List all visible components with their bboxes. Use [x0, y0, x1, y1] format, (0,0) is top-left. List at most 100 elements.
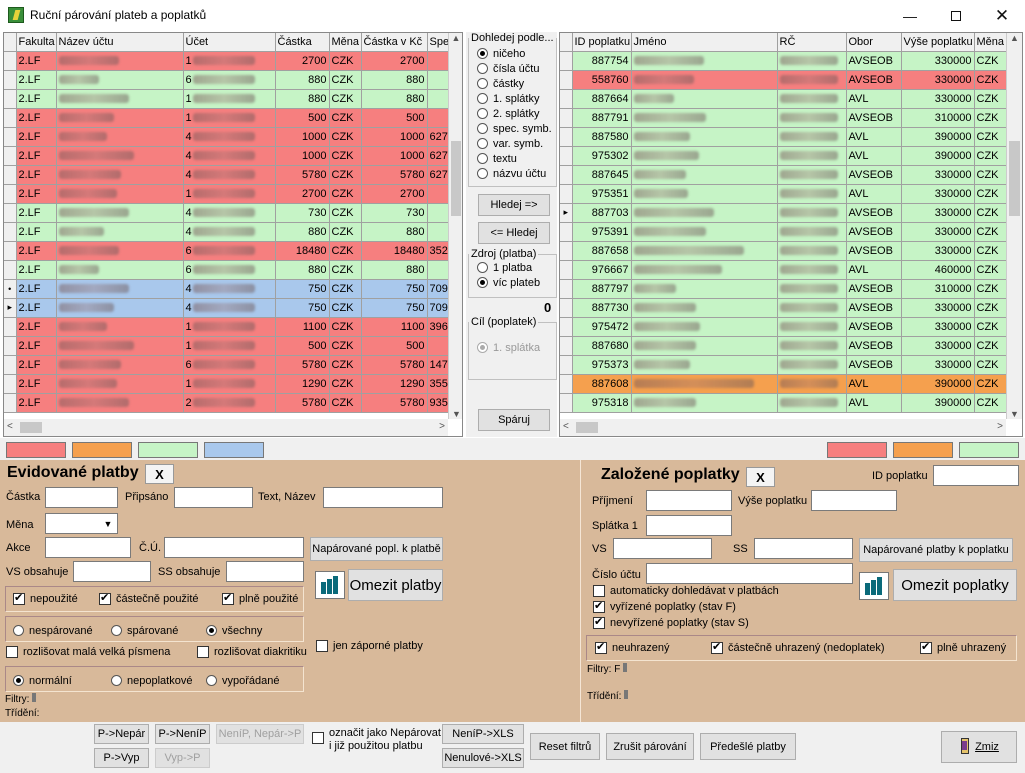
fees-vscrollbar[interactable]: ▲ ▼	[1006, 33, 1022, 419]
search-back-button[interactable]: <= Hledej	[478, 222, 550, 244]
table-row[interactable]: 976667 AVL 460000 CZK	[560, 260, 1007, 280]
col-header[interactable]: Jméno	[631, 33, 778, 52]
search-option-radio[interactable]: čísla účtu	[477, 61, 556, 76]
plne-uhrazeny-checkbox[interactable]: plně uhrazený	[920, 640, 1006, 654]
nenip-nepar-p-button[interactable]: NeníP, Nepár->P	[216, 724, 304, 744]
col-header[interactable]: Částka v Kč	[361, 33, 428, 52]
table-row[interactable]: 887608 AVL 390000 CZK	[560, 374, 1007, 394]
exit-button[interactable]: Zmiz	[941, 731, 1017, 763]
table-row[interactable]: 887791 AVSEOB 310000 CZK	[560, 108, 1007, 128]
vyse-poplatku-input[interactable]	[811, 490, 897, 511]
p-vyp-button[interactable]: P->Vyp	[94, 748, 149, 768]
table-row[interactable]: 558760 AVSEOB 330000 CZK	[560, 70, 1007, 90]
table-row[interactable]: 975302 AVL 390000 CZK	[560, 146, 1007, 166]
table-row[interactable]: 975472 AVSEOB 330000 CZK	[560, 317, 1007, 337]
maximize-button[interactable]	[933, 0, 979, 31]
table-row[interactable]: 2.LF 1 2700 CZK 2700	[4, 184, 452, 204]
diacritics-checkbox[interactable]: rozlišovat diakritiku	[197, 646, 307, 658]
nenip-xls-button[interactable]: NeníP->XLS	[442, 724, 524, 744]
jen-zaporne-checkbox[interactable]: jen záporné platby	[316, 640, 423, 652]
table-row[interactable]: 2.LF 6 880 CZK 880	[4, 260, 452, 280]
table-row[interactable]: 2.LF 1 2700 CZK 2700	[4, 51, 452, 71]
table-row[interactable]: 887680 AVSEOB 330000 CZK	[560, 336, 1007, 356]
limit-fees-button[interactable]: Omezit poplatky	[893, 569, 1017, 601]
col-header[interactable]: Název účtu	[56, 33, 184, 52]
search-option-radio[interactable]: 2. splátky	[477, 106, 556, 121]
previous-payments-button[interactable]: Předešlé platby	[700, 733, 796, 760]
table-row[interactable]: 2.LF 6 18480 CZK 18480 352	[4, 241, 452, 261]
payments-hscrollbar[interactable]: < >	[4, 419, 448, 436]
radio-nepoplatkove[interactable]: nepoplatkové	[111, 673, 192, 688]
table-row[interactable]: 2.LF 4 1000 CZK 1000 627	[4, 146, 452, 166]
table-row[interactable]: 2.LF 1 500 CZK 500	[4, 336, 452, 356]
text-nazev-input[interactable]	[323, 487, 443, 508]
table-row[interactable]: 2.LF 1 500 CZK 500	[4, 108, 452, 128]
search-option-radio[interactable]: textu	[477, 151, 556, 166]
col-header[interactable]: Měna	[974, 33, 1007, 52]
col-header[interactable]: Výše poplatku	[901, 33, 975, 52]
table-row[interactable]: 2.LF 1 1100 CZK 1100 396	[4, 317, 452, 337]
col-header[interactable]: Měna	[329, 33, 362, 52]
cislo-uctu-input[interactable]	[164, 537, 304, 558]
search-option-radio[interactable]: var. symb.	[477, 136, 556, 151]
table-row[interactable]: 887730 AVSEOB 330000 CZK	[560, 298, 1007, 318]
clear-fees-button[interactable]: X	[746, 467, 775, 487]
filter-icon[interactable]	[859, 572, 889, 600]
vs-input[interactable]	[613, 538, 712, 559]
vyrizene-checkbox[interactable]: vyřízené poplatky (stav F)	[593, 599, 736, 613]
table-row[interactable]: 887645 AVSEOB 330000 CZK	[560, 165, 1007, 185]
table-row[interactable]: 2.LF 4 1000 CZK 1000 627	[4, 127, 452, 147]
vs-input[interactable]	[73, 561, 151, 582]
scroll-thumb[interactable]	[1009, 141, 1020, 216]
table-row[interactable]: 887664 AVL 330000 CZK	[560, 89, 1007, 109]
paired-fees-button[interactable]: Napárované popl. k platbě	[310, 537, 443, 561]
search-option-radio[interactable]: ničeho	[477, 46, 556, 61]
pair-button[interactable]: Spáruj	[478, 409, 550, 431]
mark-nepar-checkbox[interactable]: označit jako Nepárovat i již použitou pla…	[312, 727, 441, 753]
col-header[interactable]: Fakulta	[16, 33, 57, 52]
search-option-radio[interactable]: částky	[477, 76, 556, 91]
radio-1-splatka[interactable]: 1. splátka	[477, 340, 556, 355]
cislo-uctu-input[interactable]	[646, 563, 853, 584]
table-row[interactable]: 2.LF 4 730 CZK 730	[4, 203, 452, 223]
case-sensitive-checkbox[interactable]: rozlišovat malá velká písmena	[6, 646, 170, 658]
table-row[interactable]: 975391 AVSEOB 330000 CZK	[560, 222, 1007, 242]
payments-vscrollbar[interactable]: ▲ ▼	[448, 33, 462, 419]
table-row[interactable]: ▸ 887703 AVSEOB 330000 CZK	[560, 203, 1007, 223]
neuhrazeny-checkbox[interactable]: neuhrazený	[595, 640, 670, 654]
prijmeni-input[interactable]	[646, 490, 732, 511]
fees-hscrollbar[interactable]: < >	[560, 419, 1006, 436]
table-row[interactable]: 887754 AVSEOB 330000 CZK	[560, 51, 1007, 71]
radio-nesparovane[interactable]: nespárované	[13, 623, 93, 638]
table-row[interactable]: 887797 AVSEOB 310000 CZK	[560, 279, 1007, 299]
radio-vyporadane[interactable]: vypořádané	[206, 673, 280, 688]
radio-vic-plateb[interactable]: víc plateb	[477, 275, 556, 290]
search-option-radio[interactable]: spec. symb.	[477, 121, 556, 136]
castka-input[interactable]	[45, 487, 118, 508]
table-row[interactable]: 975318 AVL 390000 CZK	[560, 393, 1007, 413]
table-row[interactable]: 2.LF 4 880 CZK 880	[4, 222, 452, 242]
col-header[interactable]: RČ	[777, 33, 847, 52]
ss-input[interactable]	[226, 561, 304, 582]
id-poplatku-input[interactable]	[933, 465, 1019, 486]
search-option-radio[interactable]: názvu účtu	[477, 166, 556, 181]
payments-grid[interactable]: Fakulta Název účtu Účet Částka Měna Část…	[3, 32, 463, 437]
auto-search-checkbox[interactable]: automaticky dohledávat v platbách	[593, 585, 779, 597]
table-row[interactable]: 2.LF 1 1290 CZK 1290 355	[4, 374, 452, 394]
filter-icon[interactable]	[315, 571, 345, 599]
table-row[interactable]: • 2.LF 4 750 CZK 750 709	[4, 279, 452, 299]
table-row[interactable]: 975351 AVL 330000 CZK	[560, 184, 1007, 204]
fees-grid[interactable]: ID poplatku Jméno RČ Obor Výše poplatku …	[559, 32, 1023, 437]
mena-select[interactable]: ▼	[45, 513, 118, 534]
castecne-uhrazeny-checkbox[interactable]: částečně uhrazený (nedoplatek)	[711, 640, 885, 654]
nenulove-xls-button[interactable]: Nenulové->XLS	[442, 748, 524, 768]
table-row[interactable]: 2.LF 4 5780 CZK 5780 627	[4, 165, 452, 185]
plne-pouzite-checkbox[interactable]: plně použité	[222, 591, 298, 605]
table-row[interactable]: 2.LF 2 5780 CZK 5780 935	[4, 393, 452, 413]
minimize-button[interactable]: —	[903, 7, 917, 24]
col-header[interactable]: Částka	[275, 33, 330, 52]
p-nenip-button[interactable]: P->NeníP	[155, 724, 210, 744]
table-row[interactable]: 887658 AVSEOB 330000 CZK	[560, 241, 1007, 261]
col-header[interactable]: ID poplatku	[572, 33, 632, 52]
paired-payments-button[interactable]: Napárované platby k poplatku	[859, 538, 1013, 562]
